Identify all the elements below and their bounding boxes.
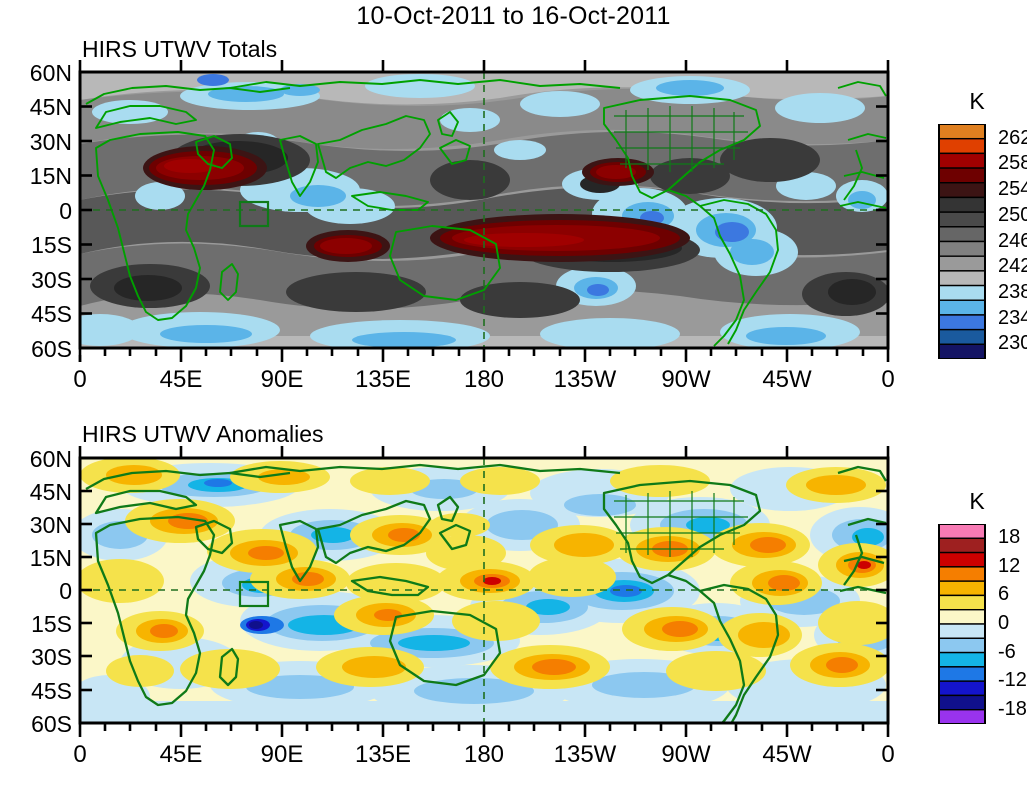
colorbar-swatch [938, 167, 986, 184]
colorbar-anomalies[interactable] [938, 524, 998, 724]
colorbar-swatch [938, 124, 986, 140]
colorbar-swatch [938, 284, 986, 301]
colorbar-tick-label: 6 [998, 583, 1010, 606]
xlabel-anom-6: 90W [661, 741, 711, 768]
xlabel-anom-2: 90E [260, 741, 304, 768]
colorbar-swatch [938, 666, 986, 682]
xlabel-totals-7: 45W [762, 366, 812, 393]
colorbar-tick-label: 258 [998, 152, 1027, 175]
colorbar-tick-label: 238 [998, 280, 1027, 303]
ylabel-anom-0: 60N [29, 446, 72, 472]
colorbar-swatch [938, 211, 986, 228]
colorbar-swatch [938, 255, 986, 272]
ylabel-totals-0: 60N [29, 60, 72, 86]
panel-totals: HIRS UTWV Totals [0, 0, 1027, 400]
indian-ocean-box-marker-anomalies [238, 580, 270, 608]
colorbar-swatch [938, 566, 986, 582]
colorbar-swatch [938, 196, 986, 213]
colorbar-anomalies-unit: K [969, 488, 985, 514]
colorbar-tick-label: 230 [998, 332, 1027, 355]
ylabel-totals-7: 45S [31, 301, 72, 327]
colorbar-swatch [938, 314, 986, 331]
panel-title-anomalies: HIRS UTWV Anomalies [82, 421, 324, 447]
colorbar-swatch [938, 694, 986, 711]
colorbar-swatch [938, 524, 986, 539]
colorbar-swatch [938, 609, 986, 625]
map-anomalies[interactable] [0, 385, 1027, 785]
figure-title: 10-Oct-2011 to 16-Oct-2011 [356, 2, 671, 30]
colorbar-totals[interactable] [938, 124, 998, 359]
colorbar-swatch [938, 551, 986, 568]
colorbar-tick-label: 254 [998, 178, 1027, 201]
colorbar-swatch [938, 709, 986, 724]
colorbar-outline [938, 524, 986, 724]
colorbar-swatch [938, 299, 986, 316]
ylabel-anom-5: 15S [31, 611, 72, 637]
ylabel-anom-3: 15N [29, 545, 72, 571]
colorbar-swatch [938, 580, 986, 597]
ylabel-totals-3: 15N [29, 163, 72, 189]
ylabel-totals-4: 0 [59, 198, 72, 224]
indian-ocean-box-marker [238, 200, 270, 228]
ylabel-anom-8: 60S [31, 711, 72, 737]
colorbar-tick-label: 234 [998, 306, 1027, 329]
ylabel-totals-5: 15S [31, 232, 72, 258]
colorbar-tick-label: 246 [998, 229, 1027, 252]
map-totals[interactable] [0, 0, 1027, 400]
colorbar-swatch [938, 328, 986, 346]
xlabel-anom-0: 0 [73, 741, 87, 768]
ylabel-anom-4: 0 [59, 578, 72, 604]
xlabel-totals-2: 90E [260, 366, 304, 393]
colorbar-swatch [938, 137, 986, 155]
xlabel-anom-7: 45W [762, 741, 812, 768]
colorbar-tick-label: 0 [998, 612, 1010, 634]
colorbar-totals-unit: K [969, 88, 985, 114]
ylabel-anom-2: 30N [29, 512, 72, 538]
colorbar-swatch [938, 637, 986, 654]
xlabel-anom-3: 135E [354, 741, 412, 768]
xlabel-totals-8: 0 [881, 366, 895, 393]
colorbar-tick-label: 12 [998, 554, 1021, 577]
xlabel-anom-1: 45E [159, 741, 203, 768]
xlabel-totals-0: 0 [73, 366, 87, 393]
colorbar-swatch [938, 270, 986, 287]
colorbar-swatch [938, 680, 986, 697]
ylabel-totals-8: 60S [31, 336, 72, 362]
colorbar-swatch [938, 240, 986, 257]
xlabel-totals-6: 90W [661, 366, 711, 393]
colorbar-swatch [938, 343, 986, 359]
colorbar-outline [938, 124, 986, 359]
colorbar-swatch [938, 226, 986, 243]
xlabel-totals-3: 135E [354, 366, 412, 393]
colorbar-swatch [938, 651, 986, 668]
colorbar-tick-label: -12 [998, 669, 1027, 692]
xlabel-anom-8: 0 [881, 741, 895, 768]
colorbar-swatch [938, 537, 986, 554]
panel-anomalies: HIRS UTWV Anomalies [0, 385, 1027, 785]
ylabel-totals-2: 30N [29, 129, 72, 155]
xlabel-anom-4: 180 [463, 741, 505, 768]
colorbar-tick-label: 250 [998, 203, 1027, 226]
ylabel-totals-1: 45N [29, 94, 72, 120]
colorbar-tick-label: 18 [998, 526, 1021, 549]
colorbar-swatch [938, 182, 986, 199]
ylabel-anom-7: 45S [31, 678, 72, 704]
ylabel-anom-1: 45N [29, 479, 72, 505]
colorbar-swatch [938, 623, 986, 639]
xlabel-totals-4: 180 [463, 366, 505, 393]
panel-title-totals: HIRS UTWV Totals [82, 36, 278, 62]
ylabel-anom-6: 30S [31, 644, 72, 670]
colorbar-tick-label: 242 [998, 255, 1027, 278]
colorbar-tick-label: -18 [998, 697, 1027, 720]
xlabel-anom-5: 135W [553, 741, 617, 768]
xlabel-totals-1: 45E [159, 366, 203, 393]
xlabel-totals-5: 135W [553, 366, 617, 393]
colorbar-tick-label: -6 [998, 640, 1016, 663]
colorbar-tick-label: 262 [998, 126, 1027, 149]
colorbar-swatch [938, 152, 986, 169]
colorbar-swatch [938, 594, 986, 611]
ylabel-totals-6: 30S [31, 267, 72, 293]
